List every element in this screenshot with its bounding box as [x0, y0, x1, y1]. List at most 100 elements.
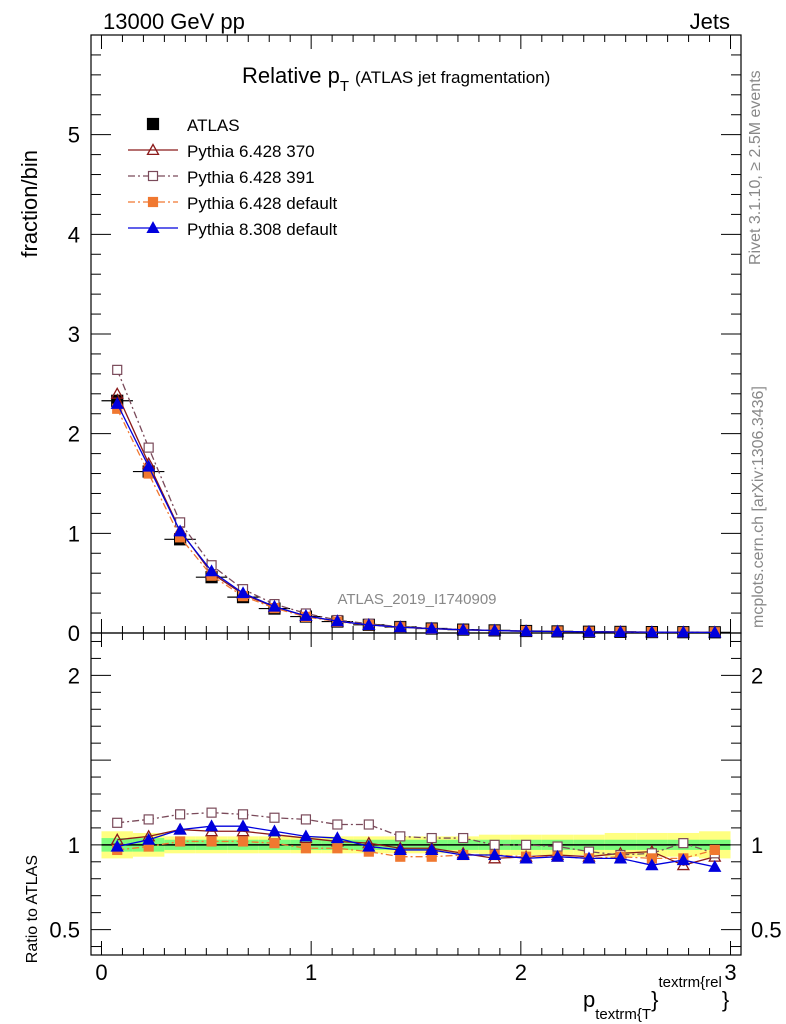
ratio-y-tick-label: 2	[68, 663, 80, 688]
ratio-y-tick-label-right: 1	[751, 833, 763, 858]
main-data-point	[299, 609, 313, 621]
ratio-data-point	[112, 817, 123, 828]
main-title: Relative pT (ATLAS jet fragmentation)	[242, 63, 550, 95]
ratio-data-point	[237, 836, 249, 847]
legend-label: ATLAS	[187, 116, 240, 135]
ratio-data-point	[709, 844, 720, 856]
ratio-data-point	[613, 851, 628, 864]
ratio-data-point	[708, 860, 722, 872]
x-axis-label: ptextrm{T}textrm{rel}	[583, 974, 729, 1023]
main-data-point	[110, 396, 124, 409]
analysis-watermark: ATLAS_2019_I1740909	[337, 591, 496, 608]
ratio-data-point	[678, 838, 689, 849]
ratio-data-point	[520, 839, 532, 850]
ratio-data-point	[206, 807, 217, 818]
main-data-point	[708, 625, 722, 638]
x-tick-label: 3	[724, 960, 736, 985]
ratio-data-point	[299, 829, 313, 842]
ratio-data-point	[269, 838, 280, 849]
ratio-data-point	[393, 843, 407, 855]
main-y-tick-label: 4	[68, 222, 80, 247]
ratio-data-point	[395, 831, 406, 842]
legend-entry: Pythia 6.428 default	[128, 194, 338, 213]
legend-marker	[146, 117, 160, 131]
ratio-series-line	[117, 825, 715, 868]
legend-entry: Pythia 6.428 391	[128, 168, 315, 187]
main-y-tick-label: 2	[68, 422, 80, 447]
main-data-point	[236, 586, 250, 599]
main-data-point	[143, 442, 154, 453]
ratio-series-line	[117, 811, 715, 856]
ratio-y-axis-label: Ratio to ATLAS	[24, 855, 41, 963]
ratio-data-point	[175, 809, 186, 820]
main-data-point	[142, 459, 156, 472]
main-data-point	[456, 622, 470, 635]
ratio-data-point	[173, 822, 187, 835]
ratio-plot-frame	[90, 632, 742, 956]
ratio-data-point	[456, 848, 470, 861]
legend-marker	[147, 196, 159, 208]
ratio-data-point	[582, 851, 596, 864]
main-data-point	[488, 623, 502, 636]
legend-label: Pythia 8.308 default	[187, 220, 338, 239]
ratio-series-line	[117, 828, 715, 866]
rivet-label: Rivet 3.1.10, ≥ 2.5M events	[747, 70, 764, 265]
ratio-data-point	[143, 814, 154, 825]
ratio-data-point	[300, 814, 312, 825]
ratio-data-point	[175, 836, 186, 847]
main-data-point	[330, 614, 344, 627]
main-data-point	[613, 625, 628, 638]
ratio-data-point	[332, 843, 343, 854]
ratio-data-point	[330, 831, 344, 844]
ratio-data-point	[425, 843, 439, 855]
legend-marker	[147, 170, 159, 182]
legend-entry: Pythia 6.428 370	[128, 142, 315, 161]
main-data-point	[173, 524, 187, 537]
energy-label: 13000 GeV pp	[103, 9, 245, 34]
legend-label: Pythia 6.428 default	[187, 194, 338, 213]
ratio-data-point	[362, 839, 376, 852]
main-y-tick-label: 0	[68, 621, 80, 646]
ratio-data-point	[488, 848, 502, 861]
legend-label: Pythia 6.428 370	[187, 142, 315, 161]
x-tick-label: 0	[95, 960, 107, 985]
ratio-series-line	[117, 840, 715, 860]
process-label: Jets	[690, 9, 730, 34]
main-data-point	[204, 564, 219, 577]
ratio-data-point	[363, 819, 374, 830]
main-data-point	[550, 624, 565, 637]
main-y-axis-label: fraction/bin	[17, 150, 42, 258]
main-data-point	[519, 624, 533, 637]
x-tick-label: 2	[515, 960, 527, 985]
legend-marker	[146, 221, 160, 234]
ratio-data-point	[267, 824, 282, 837]
main-data-point	[582, 624, 596, 637]
legend-label: Pythia 6.428 391	[187, 168, 315, 187]
ratio-data-point	[645, 858, 659, 871]
legend-entry: Pythia 8.308 default	[128, 220, 338, 239]
ratio-data-point	[204, 819, 219, 832]
ratio-y-tick-label: 1	[68, 833, 80, 858]
main-data-point	[645, 625, 659, 638]
ratio-y-tick-label: 0.5	[49, 918, 80, 943]
main-y-tick-label: 1	[68, 521, 80, 546]
legend-entry: ATLAS	[146, 116, 240, 135]
main-data-point	[267, 599, 282, 612]
main-y-tick-label: 3	[68, 322, 80, 347]
legend-marker	[146, 143, 160, 156]
ratio-y-tick-label-right: 0.5	[751, 918, 782, 943]
ratio-y-tick-label-right: 2	[751, 663, 763, 688]
ratio-data-point	[269, 812, 280, 823]
ratio-data-point	[426, 832, 437, 844]
main-data-point	[425, 621, 439, 634]
ratio-data-point	[300, 843, 312, 854]
main-data-point	[112, 364, 123, 375]
ratio-data-point	[519, 851, 533, 864]
ratio-data-point	[489, 839, 500, 850]
ratio-data-point	[676, 853, 690, 866]
mcplots-label: mcplots.cern.ch [arXiv:1306.3436]	[750, 386, 767, 628]
main-data-point	[393, 620, 407, 633]
ratio-data-point	[142, 832, 156, 845]
main-y-tick-label: 5	[68, 123, 80, 148]
